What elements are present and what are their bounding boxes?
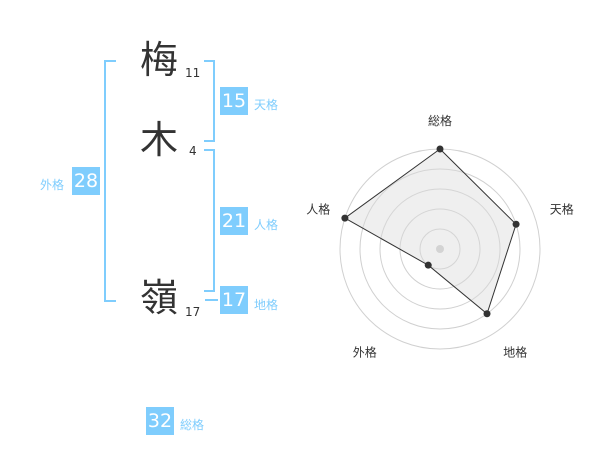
radar-point <box>436 145 444 153</box>
name-char-1: 梅 <box>140 38 179 82</box>
radar-center <box>436 245 444 253</box>
soukaku-label: 総格 <box>180 418 205 432</box>
name-char-3: 嶺 <box>140 276 179 320</box>
chikaku-value: 17 <box>220 286 248 314</box>
stroke-count-3: 17 <box>185 305 201 319</box>
gaikaku-bracket <box>104 60 116 302</box>
chikaku-label: 地格 <box>254 298 279 312</box>
gaikaku-label: 外格 <box>40 178 65 192</box>
radar-axis-label: 総格 <box>428 113 452 128</box>
radar-point <box>483 310 491 318</box>
tenkaku-bracket <box>204 60 215 142</box>
radar-ring <box>359 168 521 330</box>
radar-axis-label: 外格 <box>353 345 377 360</box>
tenkaku-value: 15 <box>220 87 248 115</box>
radar-area <box>343 148 517 315</box>
radar-point <box>341 214 349 222</box>
jinkaku-label: 人格 <box>254 218 279 232</box>
stroke-count-2: 4 <box>189 144 197 158</box>
radar-point <box>424 261 432 269</box>
radar-axis-label: 人格 <box>306 201 330 216</box>
jinkaku-value: 21 <box>220 207 248 235</box>
name-char-2: 木 <box>140 118 179 162</box>
radar-axis-label: 地格 <box>503 345 527 360</box>
soukaku-value: 32 <box>146 407 174 435</box>
radar-point <box>512 220 520 228</box>
gaikaku-value: 28 <box>72 167 100 195</box>
radar-ring <box>419 228 461 270</box>
radar-axis-label: 天格 <box>550 201 574 216</box>
chikaku-line <box>205 299 218 301</box>
radar-ring <box>379 188 501 310</box>
stroke-count-1: 11 <box>185 66 201 80</box>
jinkaku-bracket <box>204 149 215 292</box>
tenkaku-label: 天格 <box>254 98 279 112</box>
